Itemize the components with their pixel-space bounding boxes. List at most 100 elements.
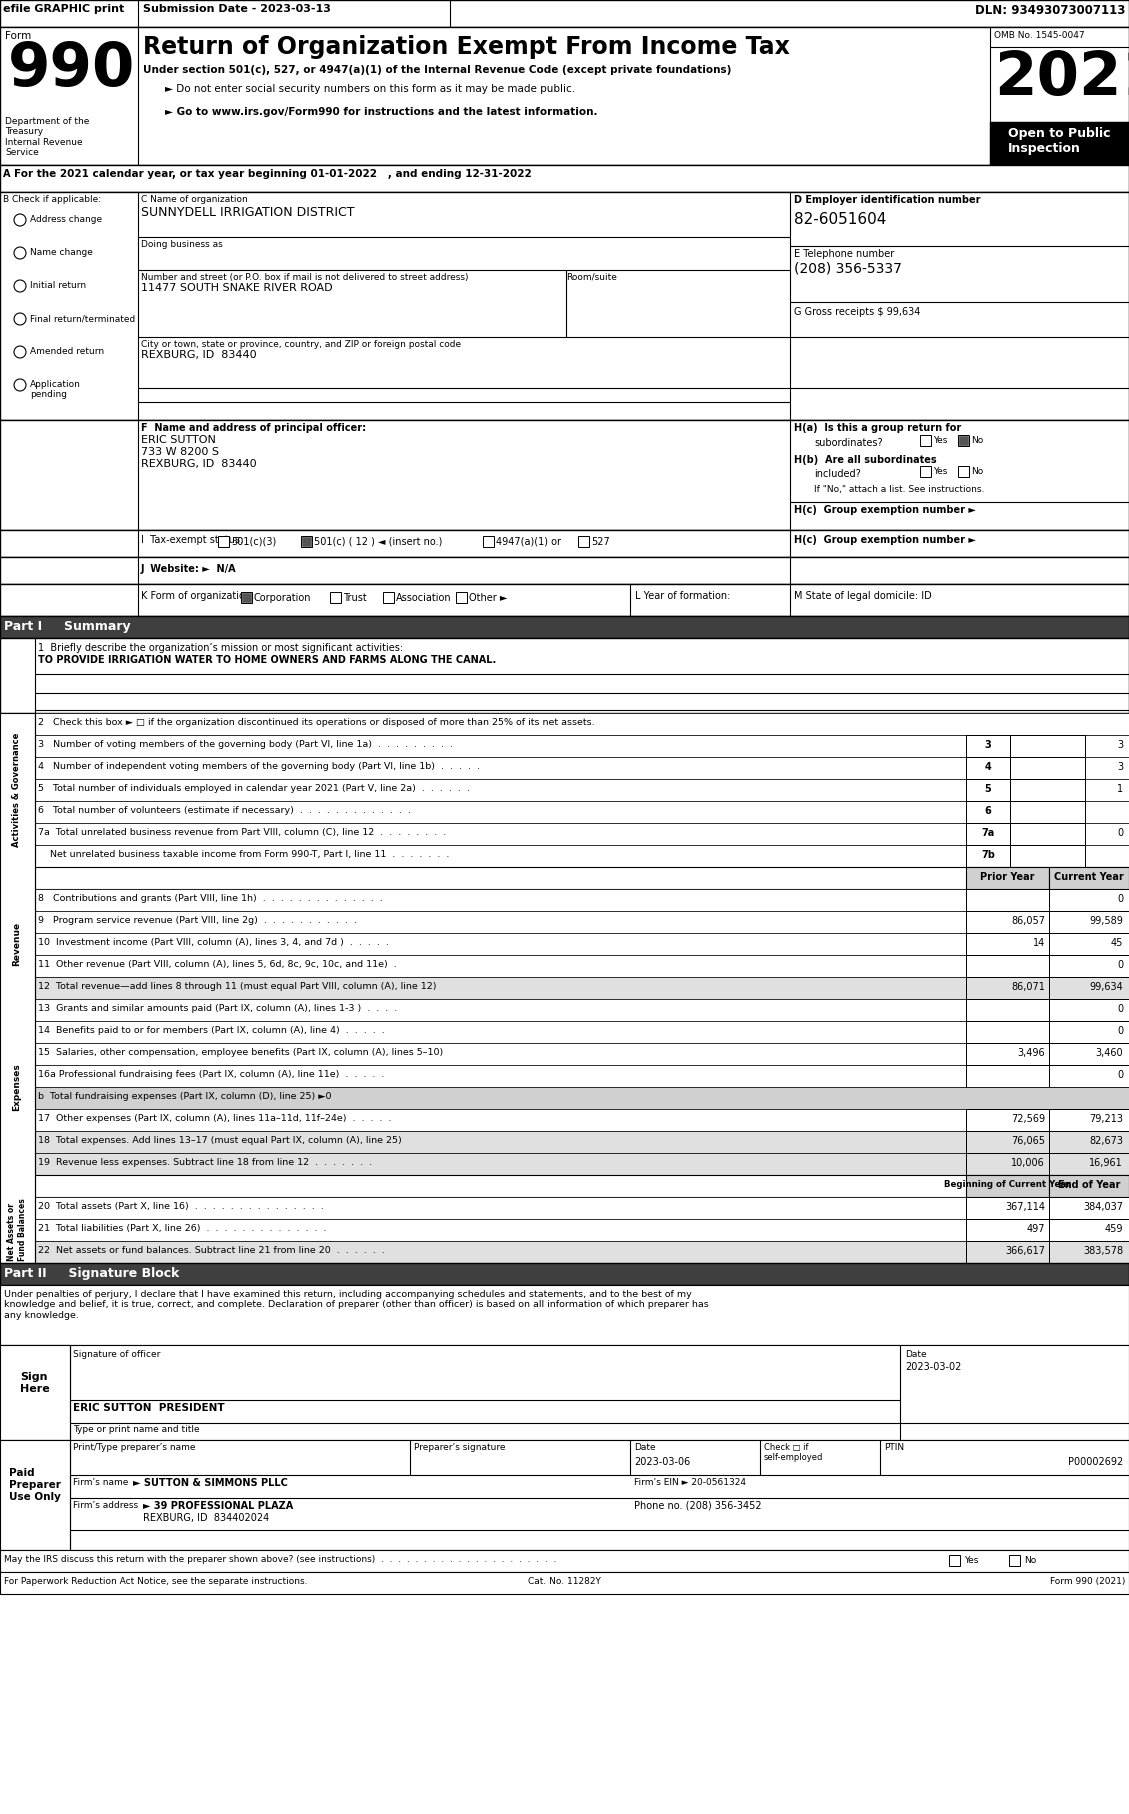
Bar: [966, 911, 1049, 932]
Bar: [966, 954, 1049, 978]
Text: Type or print name and title: Type or print name and title: [73, 1426, 200, 1435]
Bar: [966, 1154, 1049, 1175]
Text: Signature of officer: Signature of officer: [73, 1350, 160, 1359]
Bar: [966, 1108, 1049, 1130]
Text: Trust: Trust: [343, 593, 367, 602]
Text: 366,617: 366,617: [1005, 1246, 1045, 1255]
Text: PTIN: PTIN: [884, 1442, 904, 1451]
Text: efile GRAPHIC print: efile GRAPHIC print: [3, 4, 124, 15]
Text: Prior Year: Prior Year: [980, 873, 1034, 882]
Text: Current Year: Current Year: [1054, 873, 1123, 882]
Circle shape: [14, 247, 26, 259]
Text: City or town, state or province, country, and ZIP or foreign postal code: City or town, state or province, country…: [141, 339, 461, 348]
Bar: [966, 1241, 1049, 1263]
Text: Cat. No. 11282Y: Cat. No. 11282Y: [527, 1576, 601, 1585]
Bar: [0, 1021, 1129, 1043]
Bar: [1049, 867, 1129, 889]
Bar: [959, 466, 969, 477]
Text: 10  Investment income (Part VIII, column (A), lines 3, 4, and 7d )  .  .  .  .  : 10 Investment income (Part VIII, column …: [38, 938, 388, 947]
Bar: [966, 867, 1049, 889]
Bar: [0, 0, 1129, 27]
Bar: [0, 27, 1129, 165]
Bar: [0, 778, 1129, 802]
Bar: [242, 593, 251, 602]
Text: E Telephone number: E Telephone number: [794, 249, 894, 259]
Text: Doing business as: Doing business as: [141, 239, 222, 249]
Text: Revenue: Revenue: [12, 922, 21, 967]
Bar: [1049, 889, 1129, 911]
Text: 99,634: 99,634: [1089, 981, 1123, 992]
Bar: [1049, 911, 1129, 932]
Bar: [0, 1241, 1129, 1263]
Text: Preparer’s signature: Preparer’s signature: [414, 1442, 506, 1451]
Bar: [0, 1284, 1129, 1344]
Text: 76,065: 76,065: [1010, 1136, 1045, 1146]
Text: 9   Program service revenue (Part VIII, line 2g)  .  .  .  .  .  .  .  .  .  .  : 9 Program service revenue (Part VIII, li…: [38, 916, 357, 925]
Text: 459: 459: [1104, 1224, 1123, 1234]
Text: No: No: [971, 435, 983, 444]
Text: 7a: 7a: [981, 827, 995, 838]
Circle shape: [14, 314, 26, 325]
Bar: [966, 1219, 1049, 1241]
Text: K Form of organization:: K Form of organization:: [141, 591, 254, 600]
Bar: [1009, 1555, 1019, 1565]
Text: Application
pending: Application pending: [30, 379, 81, 399]
Text: 14: 14: [1033, 938, 1045, 949]
Bar: [1049, 1241, 1129, 1263]
Bar: [456, 591, 467, 602]
Text: REXBURG, ID  83440: REXBURG, ID 83440: [141, 459, 256, 470]
Bar: [1049, 1108, 1129, 1130]
Text: 18  Total expenses. Add lines 13–17 (must equal Part IX, column (A), line 25): 18 Total expenses. Add lines 13–17 (must…: [38, 1136, 402, 1145]
Circle shape: [14, 214, 26, 227]
Text: If "No," attach a list. See instructions.: If "No," attach a list. See instructions…: [814, 484, 984, 493]
Text: End of Year: End of Year: [1058, 1179, 1120, 1190]
Bar: [959, 435, 968, 444]
Bar: [0, 1549, 1129, 1573]
Text: 4   Number of independent voting members of the governing body (Part VI, line 1b: 4 Number of independent voting members o…: [38, 762, 480, 771]
Text: Yes: Yes: [933, 466, 947, 475]
Text: Return of Organization Exempt From Income Tax: Return of Organization Exempt From Incom…: [143, 34, 790, 60]
Text: subordinates?: subordinates?: [814, 437, 883, 448]
Bar: [966, 756, 1010, 778]
Text: 4947(a)(1) or: 4947(a)(1) or: [496, 537, 561, 548]
Text: Under penalties of perjury, I declare that I have examined this return, includin: Under penalties of perjury, I declare th…: [5, 1290, 709, 1321]
Text: ► 39 PROFESSIONAL PLAZA: ► 39 PROFESSIONAL PLAZA: [143, 1500, 294, 1511]
Bar: [966, 802, 1010, 824]
Text: Expenses: Expenses: [12, 1063, 21, 1110]
Bar: [1049, 1219, 1129, 1241]
Text: Under section 501(c), 527, or 4947(a)(1) of the Internal Revenue Code (except pr: Under section 501(c), 527, or 4947(a)(1)…: [143, 65, 732, 74]
Text: Corporation: Corporation: [254, 593, 312, 602]
Bar: [0, 584, 1129, 617]
Text: 13  Grants and similar amounts paid (Part IX, column (A), lines 1-3 )  .  .  .  : 13 Grants and similar amounts paid (Part…: [38, 1003, 397, 1012]
Bar: [966, 1065, 1049, 1087]
Text: DLN: 93493073007113: DLN: 93493073007113: [974, 4, 1124, 16]
Text: 45: 45: [1111, 938, 1123, 949]
Bar: [966, 1175, 1049, 1197]
Bar: [1010, 756, 1085, 778]
Text: 8   Contributions and grants (Part VIII, line 1h)  .  .  .  .  .  .  .  .  .  . : 8 Contributions and grants (Part VIII, l…: [38, 894, 383, 903]
Bar: [1010, 778, 1085, 802]
Text: 2   Check this box ► □ if the organization discontinued its operations or dispos: 2 Check this box ► □ if the organization…: [38, 718, 595, 727]
Bar: [966, 1130, 1049, 1154]
Text: I  Tax-exempt status:: I Tax-exempt status:: [141, 535, 243, 544]
Bar: [1049, 1197, 1129, 1219]
Text: C Name of organization: C Name of organization: [141, 194, 247, 203]
Bar: [0, 421, 1129, 530]
Text: included?: included?: [814, 470, 860, 479]
Text: 3,460: 3,460: [1095, 1048, 1123, 1058]
Text: ► Go to www.irs.gov/Form990 for instructions and the latest information.: ► Go to www.irs.gov/Form990 for instruct…: [165, 107, 597, 116]
Text: Paid
Preparer
Use Only: Paid Preparer Use Only: [9, 1468, 61, 1502]
Text: 5   Total number of individuals employed in calendar year 2021 (Part V, line 2a): 5 Total number of individuals employed i…: [38, 784, 470, 793]
Text: 86,071: 86,071: [1012, 981, 1045, 992]
Bar: [0, 932, 1129, 954]
Bar: [0, 735, 1129, 756]
Bar: [1049, 1130, 1129, 1154]
Text: 14  Benefits paid to or for members (Part IX, column (A), line 4)  .  .  .  .  .: 14 Benefits paid to or for members (Part…: [38, 1027, 385, 1036]
Text: For Paperwork Reduction Act Notice, see the separate instructions.: For Paperwork Reduction Act Notice, see …: [5, 1576, 307, 1585]
Bar: [0, 1344, 1129, 1440]
Text: 3: 3: [1117, 762, 1123, 773]
Bar: [0, 617, 1129, 639]
Text: 4: 4: [984, 762, 991, 773]
Text: Part I     Summary: Part I Summary: [5, 620, 131, 633]
Text: Sign
Here: Sign Here: [20, 1371, 50, 1393]
